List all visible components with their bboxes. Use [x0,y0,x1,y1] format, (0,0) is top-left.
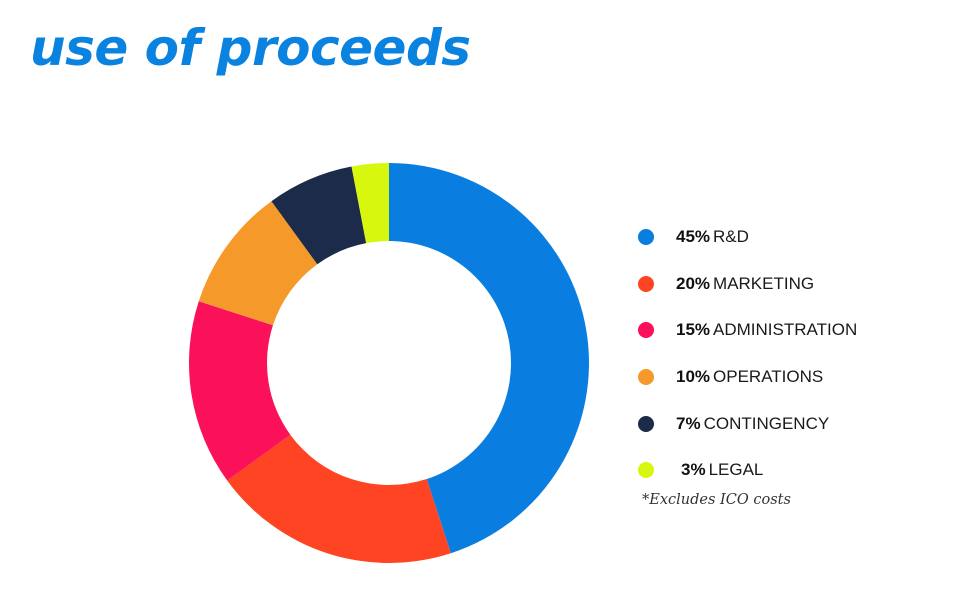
legend-label-marketing: MARKETING [713,273,815,293]
legend-value-rnd: 45% [676,227,711,247]
donut-slice-operations [198,201,318,326]
donut-slice-administration [189,301,291,481]
legend-item-operations: 10% OPERATIONS [638,354,857,401]
page-title: use of proceeds [30,19,471,77]
legend-marker-marketing [638,275,654,292]
legend-label-legal: LEGAL [708,460,764,480]
donut-slice-rnd [389,163,589,554]
legend-item-legal: 3% LEGAL [638,447,857,494]
legend-value-administration: 15% [676,320,711,340]
legend-marker-rnd [638,229,654,246]
donut-slices [189,163,589,563]
legend-value-contingency: 7% [676,413,701,433]
legend-item-marketing: 20% MARKETING [638,261,857,308]
legend-marker-operations [638,369,654,386]
legend-label-contingency: CONTINGENCY [703,413,830,433]
legend-value-marketing: 20% [676,273,711,293]
legend-label-rnd: R&D [713,227,749,247]
legend-value-legal: 3% [681,460,706,480]
legend-marker-legal [638,462,654,479]
donut-slice-marketing [227,434,451,563]
legend-marker-administration [638,322,654,339]
legend-label-administration: ADMINISTRATION [713,320,858,340]
footnote: *Excludes ICO costs [642,492,791,508]
legend-label-operations: OPERATIONS [713,367,824,387]
donut-slice-contingency [271,166,367,265]
legend-item-rnd: 45% R&D [638,214,857,261]
legend-item-administration: 15% ADMINISTRATION [638,307,857,354]
chart-legend: 45% R&D 20% MARKETING 15% ADMINISTRATION 10… [638,214,857,494]
legend-marker-contingency [638,415,654,432]
legend-value-operations: 10% [676,367,711,387]
legend-item-contingency: 7% CONTINGENCY [638,400,857,447]
donut-slice-legal [351,163,389,244]
